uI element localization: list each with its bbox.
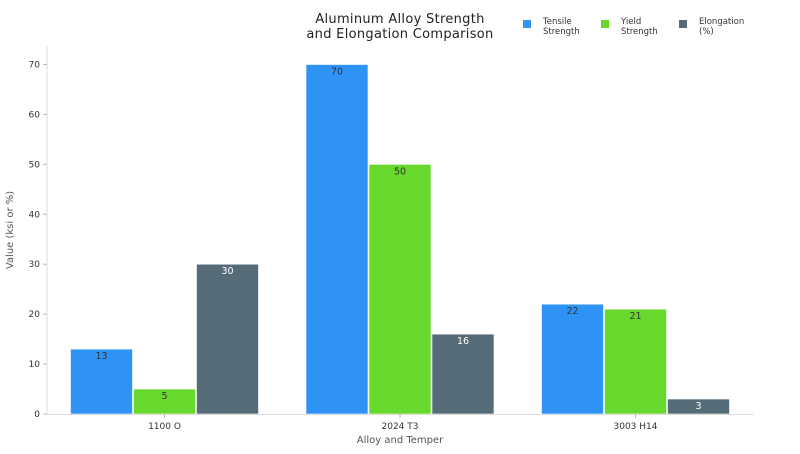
bar-value-label: 70 — [331, 67, 343, 78]
y-tick-label: 40 — [29, 210, 41, 220]
bar-value-label: 50 — [394, 166, 406, 177]
legend-label: Strength — [543, 27, 580, 37]
legend-swatch — [523, 20, 531, 28]
y-tick-label: 60 — [29, 110, 41, 120]
bar-value-label: 16 — [457, 336, 469, 347]
y-tick-label: 70 — [29, 61, 41, 71]
y-tick-label: 0 — [34, 410, 40, 420]
bars-group: 13 5 30 70 50 16 22 21 3 — [70, 64, 730, 415]
legend-label: (%) — [699, 27, 714, 37]
bar — [70, 348, 133, 415]
chart-title-line-1: Aluminum Alloy Strength — [315, 12, 484, 27]
bar-value-label: 5 — [161, 391, 167, 402]
x-axis-title: Alloy and Temper — [357, 435, 444, 446]
x-tick-label: 1100 O — [148, 422, 181, 432]
legend-swatch — [601, 20, 609, 28]
legend-label: Strength — [621, 27, 658, 37]
bar — [604, 308, 667, 415]
legend-label: Elongation — [699, 17, 744, 27]
bar-value-label: 21 — [629, 311, 641, 322]
bar-value-label: 3 — [695, 401, 701, 412]
bar-value-label: 22 — [566, 306, 578, 317]
bar-value-label: 13 — [95, 351, 107, 362]
bar — [368, 164, 432, 415]
bar — [305, 64, 369, 415]
chart-title-line-2: and Elongation Comparison — [306, 27, 493, 42]
bar — [196, 263, 259, 415]
y-tick-label: 20 — [29, 310, 41, 320]
legend-swatch — [679, 20, 687, 28]
y-axis: 0 10 20 30 40 50 60 70 — [29, 46, 48, 420]
y-tick-label: 50 — [29, 160, 41, 170]
x-axis: 1100 O 2024 T3 3003 H14 — [47, 414, 754, 432]
y-tick-label: 30 — [29, 260, 41, 270]
legend: TensileStrengthYieldStrengthElongation(%… — [523, 17, 744, 37]
bar-value-label: 30 — [221, 266, 233, 277]
x-tick-label: 3003 H14 — [614, 422, 658, 432]
legend-label: Tensile — [542, 17, 572, 27]
y-tick-label: 10 — [29, 360, 41, 370]
y-axis-title: Value (ksi or %) — [5, 191, 16, 269]
bar — [541, 303, 604, 415]
legend-label: Yield — [620, 17, 641, 27]
x-tick-label: 2024 T3 — [382, 422, 419, 432]
